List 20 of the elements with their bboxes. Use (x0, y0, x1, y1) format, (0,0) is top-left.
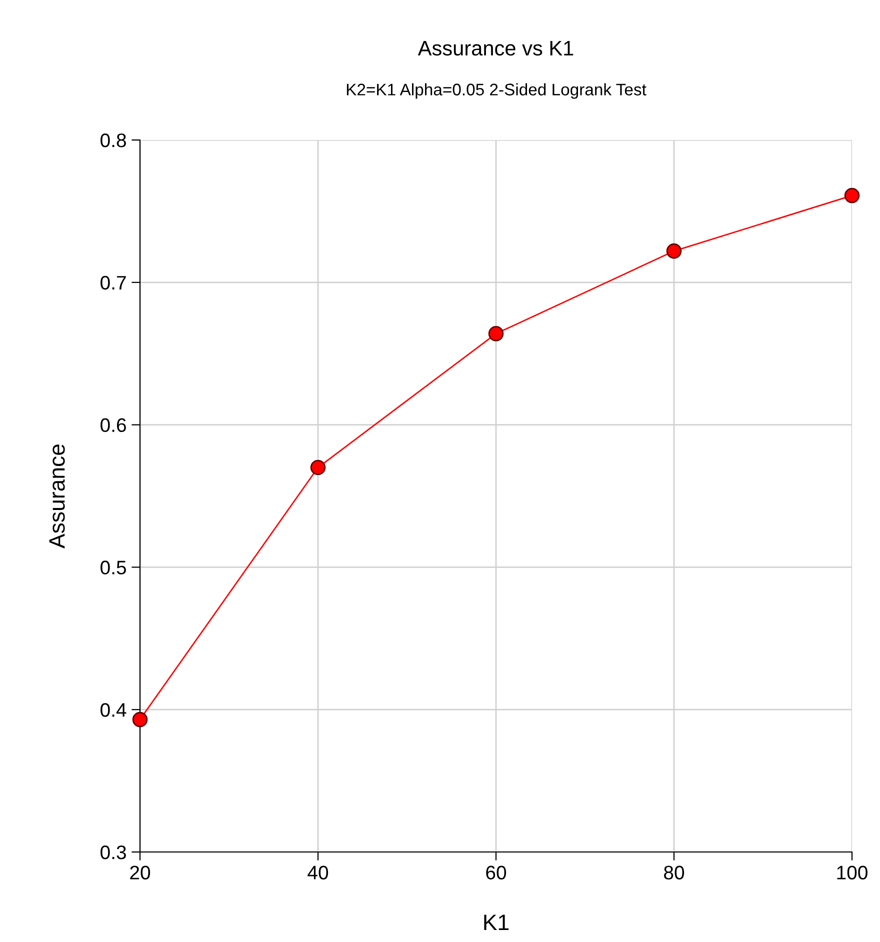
point (132, 712, 148, 728)
chart-subtitle: K2=K1 Alpha=0.05 2-Sided Logrank Test (346, 83, 646, 99)
x-tick-label: 20 (130, 866, 150, 880)
y-tick-label: 0.5 (100, 560, 126, 574)
x-tick-label: 100 (837, 866, 868, 880)
point (310, 460, 326, 476)
y-tick-label: 0.6 (100, 418, 126, 432)
x-tick-label: 80 (664, 866, 684, 880)
point (844, 188, 860, 204)
point (488, 326, 504, 342)
x-tick-label: 40 (308, 866, 328, 880)
y-tick-label: 0.8 (100, 133, 126, 148)
x-axis-title: K1 (484, 914, 509, 930)
y-tick-label: 0.3 (100, 845, 126, 860)
point (666, 243, 682, 259)
y-tick-label: 0.4 (100, 703, 126, 717)
y-axis-title: Assurance (49, 444, 65, 548)
chart-title: Assurance vs K1 (418, 41, 574, 56)
x-tick-label: 60 (486, 866, 506, 880)
y-tick-label: 0.7 (100, 276, 126, 290)
